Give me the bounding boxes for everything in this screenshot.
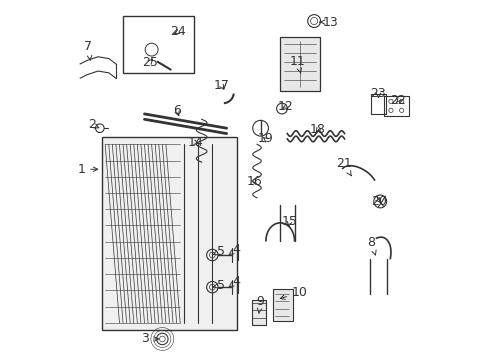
Text: 6: 6: [172, 104, 180, 117]
Bar: [123, 16, 194, 73]
Text: 7: 7: [84, 40, 92, 60]
Text: 11: 11: [289, 55, 305, 73]
Bar: [280, 37, 319, 91]
Bar: [251, 300, 265, 325]
Text: 17: 17: [213, 79, 229, 92]
Text: 10: 10: [280, 286, 307, 300]
Bar: [272, 289, 292, 321]
Text: 21: 21: [335, 157, 351, 176]
Text: 25: 25: [142, 55, 158, 69]
Text: 5: 5: [213, 245, 224, 258]
Text: 9: 9: [256, 295, 264, 314]
Text: 24: 24: [170, 25, 186, 38]
Text: 4: 4: [229, 275, 240, 288]
Text: 5: 5: [213, 279, 224, 292]
Bar: [102, 137, 237, 330]
Text: 20: 20: [371, 195, 386, 208]
Text: 8: 8: [366, 236, 375, 255]
Text: 13: 13: [319, 15, 337, 28]
Text: 22: 22: [389, 94, 405, 107]
Text: 4: 4: [229, 243, 240, 256]
Text: 19: 19: [257, 132, 272, 145]
Text: 14: 14: [187, 136, 203, 149]
FancyArrowPatch shape: [157, 62, 170, 69]
Text: 12: 12: [277, 100, 293, 113]
Text: 3: 3: [141, 333, 158, 346]
Text: 2: 2: [87, 118, 99, 131]
Text: 23: 23: [370, 87, 386, 100]
Text: 18: 18: [309, 123, 325, 136]
Text: 15: 15: [282, 215, 297, 228]
Text: 16: 16: [246, 175, 262, 188]
Text: 1: 1: [77, 163, 98, 176]
